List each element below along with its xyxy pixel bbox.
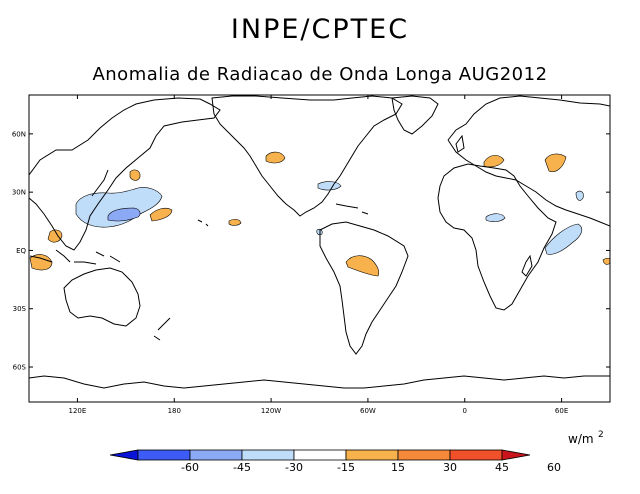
colorbar-swatch [241,449,295,461]
colorbar-label: 30 [443,461,457,474]
lat-label: EQ [16,247,26,255]
coast-uk [455,134,465,153]
coast-japan [91,169,109,197]
coast-new-zealand [153,317,171,341]
map-frame [28,94,611,403]
lon-label: 120E [69,407,87,415]
lat-axis: 60N 30N EQ 30S 60S [12,130,610,372]
colorbar-swatch [449,449,503,461]
coast-australia [63,267,141,327]
anomaly-w-africa [485,213,506,222]
colorbar-swatch [345,449,399,461]
colorbar-swatch [189,449,243,461]
anomaly-arabia [575,190,584,201]
coast-antarctica [29,375,610,389]
anomaly-w-pacific [75,187,163,228]
coast-n-america [211,95,403,217]
coast-greenland [391,95,439,135]
coastlines [29,95,610,389]
anomaly-s-america [345,255,380,277]
colorbar-swatch-min [109,449,139,461]
colorbar-label: -60 [181,461,199,474]
anomaly-w-namerica [265,151,286,164]
anomaly-nw-pacific [149,207,173,222]
anomaly-indian-ocean [544,223,583,255]
anomaly-w-pacific-core [107,207,141,222]
map-title: Anomalia de Radiacao de Onda Longa AUG20… [92,64,548,85]
anomaly-maritime [29,254,53,271]
lat-label: 30S [13,305,27,313]
colorbar-swatch [137,449,191,461]
coast-europe-asia [447,95,610,227]
anomaly-e-pacific [228,218,242,226]
anomaly-central-pacific [129,169,141,181]
coast-madagascar [521,254,533,277]
anomaly-e-edge [602,257,610,265]
coast-indonesia [29,249,121,265]
colorbar-label: -30 [285,461,303,474]
units-label: w/m [568,432,594,446]
colorbar-label: -15 [337,461,355,474]
coast-eurasia [29,97,221,251]
colorbar-label: 15 [391,461,405,474]
lat-label: 60N [12,130,26,138]
colorbar-swatch-max [501,449,531,461]
coast-s-america [319,221,409,355]
anomaly-philippines [47,229,63,243]
colorbar-label: 45 [495,461,509,474]
units-exponent: 2 [598,430,604,440]
coast-africa [437,163,557,311]
colorbar: -60 -45 -30 -15 15 30 45 60 [109,449,561,474]
lon-label: 60E [555,407,568,415]
anomaly-shading [29,151,610,277]
header-title: INPE/CPTEC [230,14,410,45]
colorbar-label: -45 [233,461,251,474]
map-content [29,95,610,389]
lon-axis: 120E 180 120W 60W 0 60E [69,95,568,415]
colorbar-swatch [397,449,451,461]
coast-caribbean [335,203,369,215]
anomaly-c-asia [544,153,567,172]
coast-hawaii [197,219,209,227]
lon-label: 180 [168,407,181,415]
lat-label: 30N [12,189,26,197]
colorbar-swatch [293,449,347,461]
anomaly-e-europe [483,155,505,168]
colorbar-label: 60 [547,461,561,474]
lon-label: 120W [261,407,281,415]
lon-label: 60W [360,407,376,415]
anomaly-gulf-mexico [317,181,342,191]
lat-label: 60S [13,364,27,372]
lon-label: 0 [463,407,467,415]
